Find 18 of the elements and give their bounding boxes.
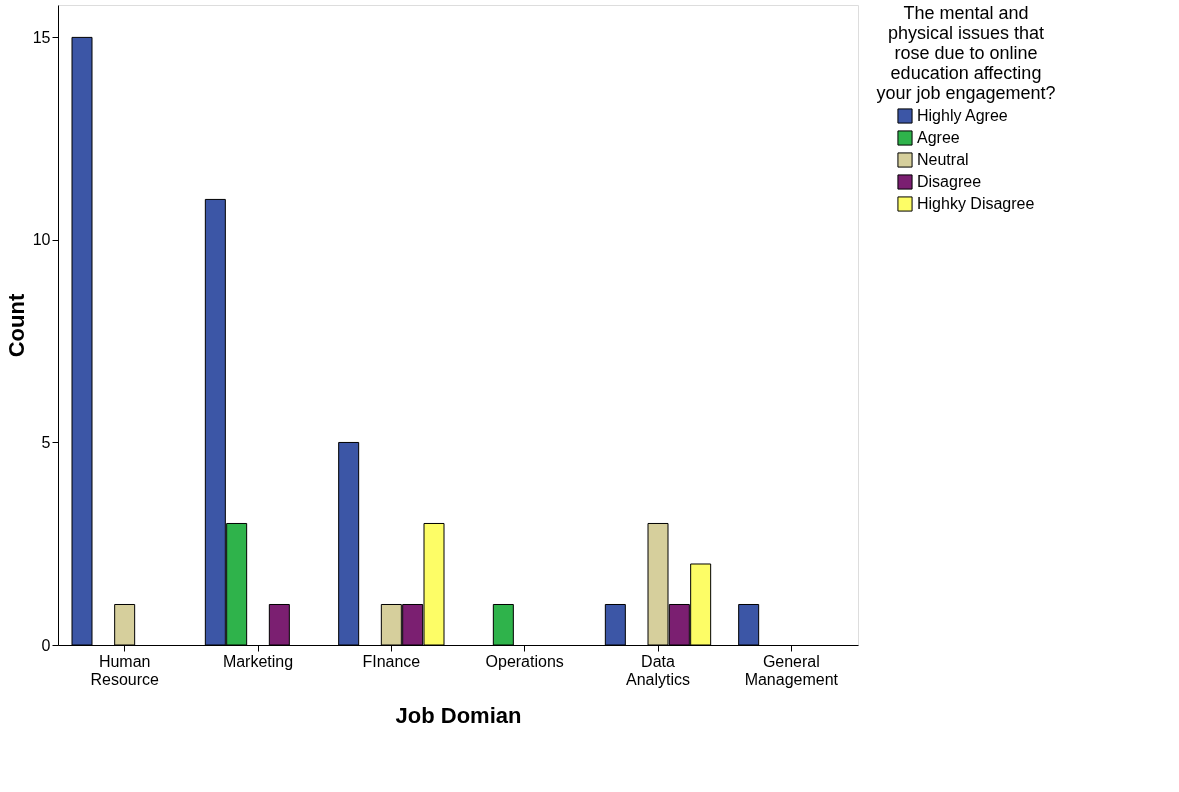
y-tick-label: 10: [32, 231, 51, 249]
y-axis-title: Count: [3, 293, 29, 358]
y-tick-label: 15: [32, 28, 51, 46]
legend-label: Disagree: [917, 173, 982, 190]
x-tick-label: Operations: [485, 652, 564, 670]
x-tick-label: General Management: [744, 652, 839, 688]
x-axis-title: Job Domian: [395, 702, 522, 728]
y-tick-label: 5: [41, 433, 51, 451]
legend-label: Agree: [917, 129, 960, 146]
y-tick-label: 0: [41, 636, 51, 654]
legend-title: The mental and physical issues that rose due to online education affecting your job engagement?: [876, 3, 1056, 103]
x-tick-label: Data Analytics: [625, 652, 691, 688]
x-tick-label: Human Resource: [90, 652, 159, 688]
x-tick-label: FInance: [362, 652, 421, 670]
legend-label: Highly Agree: [917, 107, 1008, 124]
legend-label: Highky Disagree: [917, 195, 1035, 212]
legend-label: Neutral: [917, 151, 969, 168]
x-tick-label: Marketing: [222, 652, 294, 670]
